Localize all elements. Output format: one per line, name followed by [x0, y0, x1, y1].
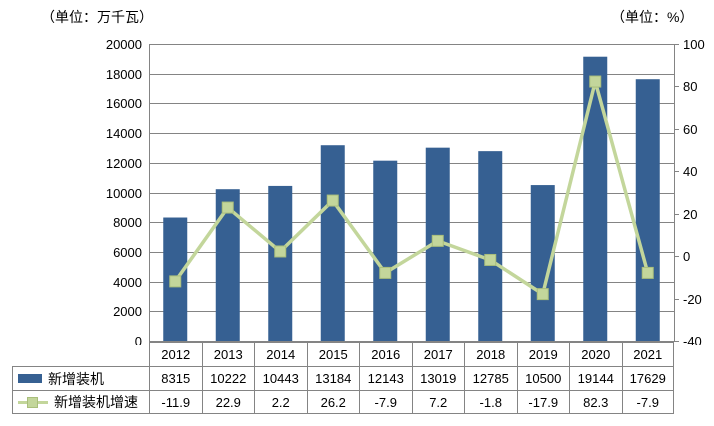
line-marker [589, 75, 602, 88]
right-axis-tick-labels: -40 -20 0 20 40 60 80 100 [674, 37, 705, 345]
bar [635, 79, 660, 341]
bar [583, 56, 608, 341]
right-axis-tick-label: 100 [683, 37, 705, 52]
line-marker [169, 275, 182, 288]
growth-line [173, 79, 650, 296]
value-cell: 22.9 [201, 390, 254, 414]
left-axis-tick-label: 4000 [113, 275, 142, 290]
left-axis-unit-label: （单位：万千瓦） [41, 9, 153, 25]
left-axis-tick-label: 8000 [113, 215, 142, 230]
line-marker [274, 245, 287, 258]
line-legend-swatch [18, 396, 48, 408]
bar [373, 160, 398, 341]
value-cell: 82.3 [569, 390, 622, 414]
value-cell: -7.9 [359, 390, 412, 414]
value-cell: 13019 [411, 366, 464, 390]
axes [149, 44, 675, 342]
value-cell: 10443 [254, 366, 307, 390]
year-cell: 2012 [149, 342, 202, 366]
left-axis-tick-label: 2000 [113, 304, 142, 319]
left-axis-tick-label: 18000 [106, 67, 142, 82]
bar-legend-swatch [18, 374, 42, 383]
chart-svg: 0 2000 4000 6000 8000 10000 12000 14000 16000 180… [106, 37, 705, 345]
left-axis-tick-label: 6000 [113, 245, 142, 260]
right-axis-tick-label: 60 [683, 122, 697, 137]
bar-series [163, 56, 660, 341]
value-cell: 7.2 [411, 390, 464, 414]
year-cell: 2014 [254, 342, 307, 366]
bar [268, 185, 293, 341]
right-axis-tick-label: -20 [683, 292, 702, 307]
series-name-label: 新增装机 [48, 370, 104, 387]
legend-cell-line: 新增装机增速 [12, 390, 149, 414]
line-marker [379, 266, 392, 279]
value-cell: -11.9 [149, 390, 202, 414]
year-cell: 2020 [569, 342, 622, 366]
bar [320, 145, 345, 341]
right-axis-tick-label: 40 [683, 164, 697, 179]
series-name-label: 新增装机增速 [54, 394, 138, 410]
year-cell: 2016 [359, 342, 412, 366]
value-cell: 17629 [621, 366, 674, 390]
line-marker [431, 234, 444, 247]
legend-cell-bar: 新增装机 [12, 366, 149, 390]
year-cell: 2019 [516, 342, 569, 366]
line-marker [484, 253, 497, 266]
data-table: 2012 2013 2014 2015 2016 2017 2018 2019 2020 2021… [12, 342, 674, 414]
value-cell: 12143 [359, 366, 412, 390]
year-cell: 2013 [201, 342, 254, 366]
right-axis-tick-label: -40 [683, 334, 702, 345]
right-axis-tick-label: 0 [683, 249, 690, 264]
right-axis-tick-label: 80 [683, 79, 697, 94]
year-cell: 2021 [621, 342, 674, 366]
value-cell: -1.8 [464, 390, 517, 414]
line-marker [326, 194, 339, 207]
right-axis-unit-label: （单位：%） [611, 9, 694, 25]
right-axis-tick-label: 20 [683, 207, 697, 222]
line-marker [536, 288, 549, 301]
value-cell: 10222 [201, 366, 254, 390]
value-cell: 2.2 [254, 390, 307, 414]
left-axis-tick-label: 12000 [106, 156, 142, 171]
value-cell: 26.2 [306, 390, 359, 414]
bar [478, 151, 503, 341]
value-cell: 13184 [306, 366, 359, 390]
value-cell: 8315 [149, 366, 202, 390]
line-marker [641, 266, 654, 279]
line-marker [221, 201, 234, 214]
left-axis-tick-label: 20000 [106, 37, 142, 52]
year-cell: 2015 [306, 342, 359, 366]
year-cell: 2018 [464, 342, 517, 366]
left-axis-tick-label: 10000 [106, 186, 142, 201]
left-axis-tick-label: 16000 [106, 96, 142, 111]
value-cell: 19144 [569, 366, 622, 390]
year-cell: 2017 [411, 342, 464, 366]
line-series [169, 75, 654, 301]
value-cell: 10500 [516, 366, 569, 390]
left-axis-tick-label: 14000 [106, 126, 142, 141]
value-cell: -7.9 [621, 390, 674, 414]
left-axis-tick-labels: 0 2000 4000 6000 8000 10000 12000 14000 16000 180… [106, 37, 142, 345]
left-axis-tick-label: 0 [135, 334, 142, 345]
table-corner-blank [12, 342, 149, 366]
value-cell: 12785 [464, 366, 517, 390]
value-cell: -17.9 [516, 390, 569, 414]
